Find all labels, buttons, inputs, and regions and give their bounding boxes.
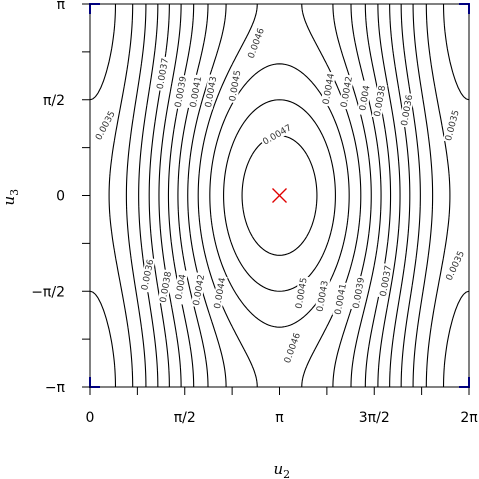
contour-label: 0.0042 — [340, 76, 355, 109]
contour-label-bg — [293, 275, 309, 311]
contour-label: 0.0035 — [94, 110, 118, 143]
corner-marker — [89, 377, 100, 388]
x-axis-label: u2 — [274, 460, 291, 479]
contour-label-bg — [157, 269, 174, 305]
contour-label: 0.0045 — [228, 70, 243, 103]
contour-label-bg — [226, 68, 243, 104]
contour-label: 0.0039 — [352, 277, 367, 310]
contour-label-bg — [398, 92, 415, 128]
x-tick-label: π/2 — [174, 410, 196, 426]
contour-label: 0.0047 — [261, 123, 293, 147]
x-tick-label: π — [275, 410, 284, 426]
contour-label: 0.0044 — [213, 277, 228, 310]
contour-label-bg — [442, 107, 462, 144]
contour-label: 0.0038 — [373, 85, 388, 118]
y-tick-label: π — [57, 0, 66, 13]
contour-lines — [89, 3, 470, 388]
contour-label: 0.0035 — [445, 250, 467, 283]
contour-line — [241, 135, 318, 256]
markers — [89, 3, 470, 388]
contour-label: 0.0043 — [316, 280, 331, 313]
contour-label: 0.0035 — [444, 109, 462, 142]
contour-label-bg — [172, 269, 189, 305]
contour-line — [138, 3, 421, 388]
contour-label: 0.004 — [174, 273, 188, 300]
contour-label: 0.0041 — [334, 283, 349, 316]
contour-line — [158, 3, 401, 388]
contour-label-bg — [320, 71, 337, 107]
contour-label: 0.0043 — [204, 76, 219, 109]
contour-label: 0.0036 — [140, 258, 156, 291]
contour-label-bg — [172, 74, 189, 110]
contour-line — [108, 3, 451, 388]
x-tick-label: 0 — [86, 410, 95, 426]
axes: 0 π/2 π 3π/2 2π −π −π/2 0 π/2 π — [31, 0, 478, 426]
contour-label-bg — [211, 275, 228, 311]
contour-label-bg — [154, 55, 171, 92]
corner-marker — [459, 3, 470, 14]
x-tick-label: 3π/2 — [359, 410, 390, 426]
contour-label-bg — [187, 74, 204, 110]
contour-label-bg — [332, 281, 349, 317]
contour-line — [89, 3, 470, 388]
contour-label: 0.0041 — [189, 76, 204, 109]
contour-line — [187, 3, 372, 388]
contour-label-bg — [338, 74, 355, 110]
contour-label: 0.004 — [358, 84, 372, 111]
corner-marker — [89, 3, 100, 14]
maximum-marker-stroke — [272, 188, 287, 203]
contour-line — [125, 3, 434, 388]
contour-label: 0.0039 — [174, 75, 189, 108]
contour-label: 0.0044 — [322, 72, 337, 105]
contour-label: 0.0045 — [294, 277, 309, 310]
contour-label-bg — [314, 278, 331, 314]
contour-label: 0.0038 — [159, 270, 174, 303]
contour-label: 0.0046 — [283, 331, 303, 364]
y-tick-label: −π — [45, 380, 66, 396]
contour-label-bg — [92, 108, 118, 143]
corner-marker — [459, 377, 470, 388]
y-tick-label: π/2 — [43, 93, 65, 109]
x-tick-label: 2π — [460, 410, 478, 426]
contour-label-bg — [443, 248, 467, 284]
contour-label-bg — [281, 330, 303, 366]
contour-label-bg — [202, 74, 219, 110]
contour-label-bg — [356, 80, 373, 116]
y-axis-label: u3 — [0, 189, 21, 206]
contour-label-bg — [138, 257, 156, 293]
y-tick-label: −π/2 — [31, 284, 65, 300]
contour-label-bg — [377, 263, 394, 299]
contour-label-bg — [371, 83, 388, 119]
contour-label-bg — [190, 272, 207, 308]
contour-label-bg — [259, 121, 295, 148]
contour-label-bg — [245, 25, 267, 61]
y-tick-label: 0 — [56, 189, 65, 205]
contour-label-bg — [350, 275, 367, 311]
contour-label: 0.0037 — [156, 57, 171, 90]
